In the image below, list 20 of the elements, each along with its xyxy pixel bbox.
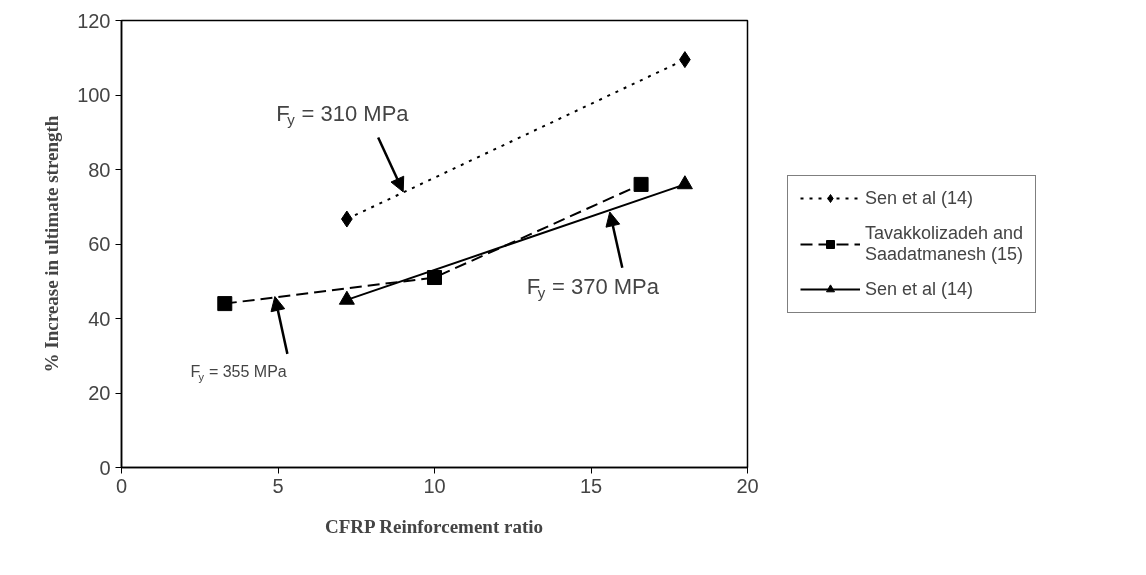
point <box>427 270 442 286</box>
x-tick-label: 0 <box>115 474 128 497</box>
y-tick-label: 40 <box>88 307 111 330</box>
y-tick-label: 60 <box>88 233 111 255</box>
x-tick-label: 5 <box>272 474 284 497</box>
point <box>633 176 649 192</box>
y-tick-label: 120 <box>77 9 111 32</box>
legend-label: Sen et al (14) <box>865 187 974 209</box>
y-axis-title: % Increase in ultimate strength <box>41 115 63 373</box>
point <box>217 296 233 312</box>
y-tick-label: 80 <box>88 158 111 181</box>
y-tick-label: 20 <box>88 382 111 404</box>
y-tick-label: 0 <box>99 456 111 479</box>
legend-label: Sen et al (14) <box>865 278 974 300</box>
x-axis-title: CFRP Reinforcement ratio <box>324 515 544 537</box>
x-tick-label: 20 <box>736 474 759 497</box>
x-tick-label: 10 <box>423 474 446 497</box>
y-tick-label: 100 <box>77 84 111 106</box>
legend-label: Tavakkolizadeh and Saadatmanesh (15) <box>865 222 1024 265</box>
x-tick-label: 15 <box>579 474 603 497</box>
